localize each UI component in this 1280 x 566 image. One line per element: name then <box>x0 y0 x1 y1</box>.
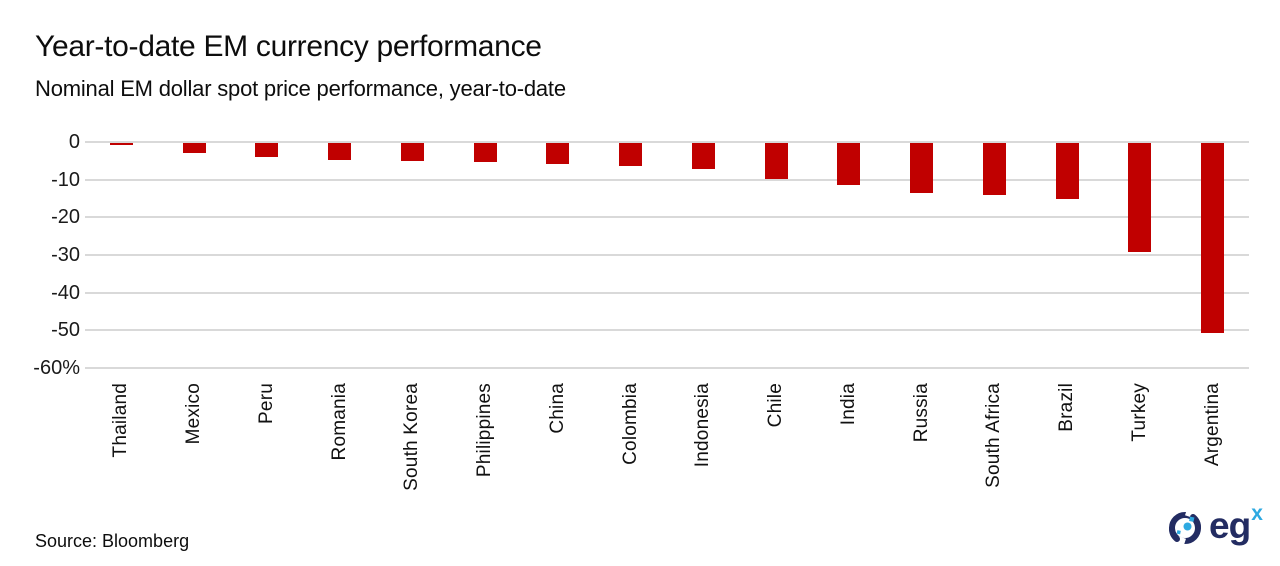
bar-china <box>546 143 570 165</box>
bar-south-africa <box>982 143 1006 196</box>
x-axis-label-south-korea: South Korea <box>401 383 423 491</box>
bar-mexico <box>182 143 206 153</box>
bar-romania <box>328 143 352 161</box>
bar-russia <box>910 143 934 194</box>
x-axis-label-mexico: Mexico <box>183 383 205 445</box>
gridline <box>85 329 1249 332</box>
x-axis-label-philippines: Philippines <box>474 383 496 478</box>
y-axis-tick-label: -60% <box>33 357 80 379</box>
gridline <box>85 291 1249 294</box>
bar-south-korea <box>400 143 424 161</box>
y-axis-tick-label: -10 <box>51 168 80 191</box>
chart-subtitle: Nominal EM dollar spot price performance… <box>35 76 566 101</box>
x-axis-label-peru: Peru <box>255 383 277 424</box>
egx-logo-icon <box>1169 507 1201 547</box>
x-axis-label-argentina: Argentina <box>1201 383 1223 467</box>
x-axis-label-colombia: Colombia <box>619 383 641 465</box>
chart-title: Year-to-date EM currency performance <box>35 30 542 63</box>
x-axis-label-romania: Romania <box>328 383 350 461</box>
x-axis-label-india: India <box>837 383 859 426</box>
bar-indonesia <box>691 143 715 169</box>
x-axis-label-south-africa: South Africa <box>983 383 1005 488</box>
brand-logo: eg x <box>1166 502 1263 548</box>
gridline <box>85 141 1249 143</box>
bar-turkey <box>1128 143 1152 253</box>
egx-logo-sup-x: x <box>1251 502 1263 525</box>
y-axis-tick-label: 0 <box>68 131 80 153</box>
y-axis-tick-label: -30 <box>51 244 80 266</box>
x-axis-label-chile: Chile <box>765 383 787 428</box>
gridline <box>85 254 1249 256</box>
bar-philippines <box>473 143 497 162</box>
bar-chile <box>764 143 788 179</box>
x-axis-label-china: China <box>546 383 568 434</box>
bar-india <box>837 143 861 186</box>
y-axis-tick-label: -40 <box>51 281 80 304</box>
y-axis-tick-label: -50 <box>51 319 80 342</box>
bar-brazil <box>1055 143 1079 199</box>
x-axis-label-thailand: Thailand <box>110 383 132 458</box>
gridline <box>85 178 1249 181</box>
egx-logo-text: eg <box>1209 505 1251 546</box>
x-axis-label-turkey: Turkey <box>1128 383 1150 442</box>
x-axis-label-brazil: Brazil <box>1056 383 1078 432</box>
x-axis-label-indonesia: Indonesia <box>692 383 714 468</box>
source-note: Source: Bloomberg <box>35 531 190 551</box>
bar-peru <box>255 143 279 158</box>
bar-argentina <box>1201 143 1225 333</box>
x-axis-label-russia: Russia <box>910 383 932 443</box>
y-axis-tick-label: -20 <box>51 206 80 229</box>
bar-colombia <box>619 143 643 167</box>
bar-thailand <box>109 143 133 145</box>
gridline <box>85 216 1249 219</box>
gridline <box>85 367 1249 369</box>
